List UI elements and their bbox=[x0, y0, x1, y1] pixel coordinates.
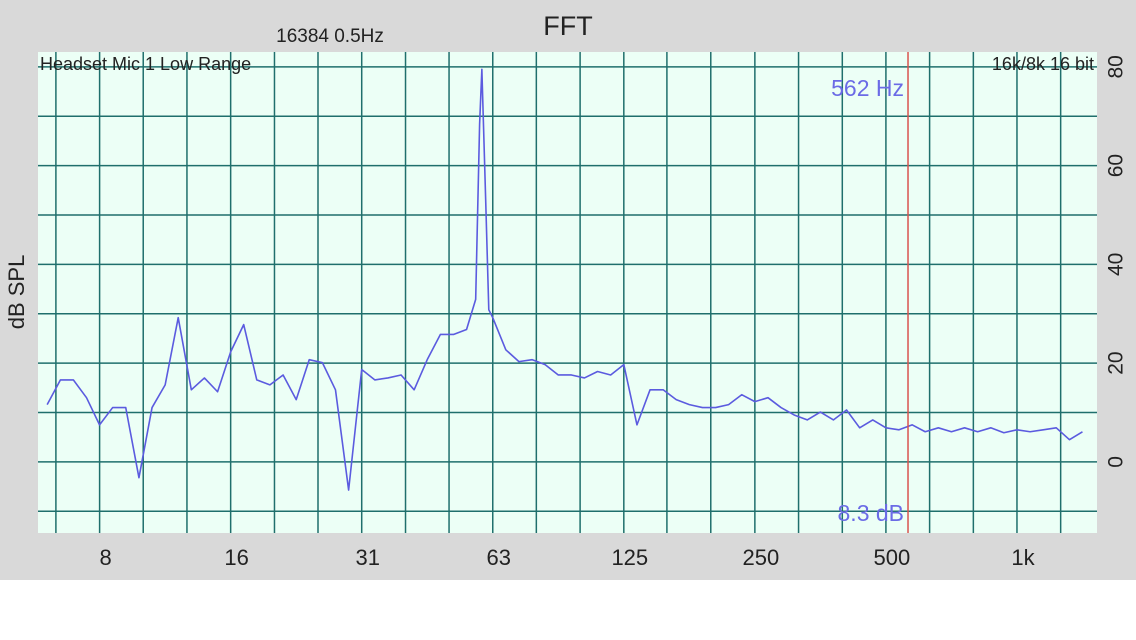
format-label: 16k/8k 16 bit bbox=[992, 54, 1094, 74]
chart-subtitle: 16384 0.5Hz bbox=[276, 26, 384, 47]
x-tick-label: 500 bbox=[874, 545, 911, 570]
y-tick-label: 60 bbox=[1105, 154, 1128, 177]
x-tick-label: 8 bbox=[99, 545, 111, 570]
x-tick-label: 250 bbox=[743, 545, 780, 570]
x-tick-label: 1k bbox=[1011, 545, 1035, 570]
y-tick-label: 0 bbox=[1105, 456, 1128, 468]
x-tick-label: 31 bbox=[355, 545, 379, 570]
cursor-x-label: 562 Hz bbox=[831, 75, 904, 101]
source-label: Headset Mic 1 Low Range bbox=[40, 54, 251, 74]
x-tick-label: 125 bbox=[611, 545, 648, 570]
y-tick-label: 20 bbox=[1105, 351, 1128, 374]
plot-area bbox=[38, 52, 1097, 533]
x-tick-label: 16 bbox=[224, 545, 248, 570]
y-tick-label: 40 bbox=[1105, 253, 1128, 276]
chart-title: FFT bbox=[543, 11, 592, 41]
y-axis-label: dB SPL bbox=[4, 255, 29, 330]
spectrum-line bbox=[46, 68, 1083, 491]
x-tick-label: 63 bbox=[487, 545, 511, 570]
y-tick-label: 80 bbox=[1105, 55, 1128, 78]
cursor-y-label: 8.3 dB bbox=[838, 500, 905, 526]
